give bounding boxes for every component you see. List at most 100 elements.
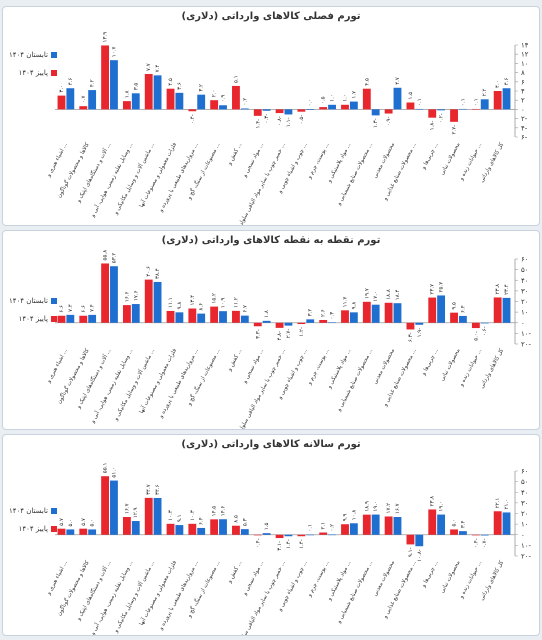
x-tick-label: کفش و ... bbox=[225, 559, 243, 585]
x-tick-label: کل کالاهای وارداتی bbox=[478, 559, 505, 602]
x-tick-label: وسایل نقلیه زمینی، هوایی، آبی و ... bbox=[89, 347, 135, 425]
bar-autumn bbox=[210, 306, 219, 323]
data-label-summer: ۱.۴- bbox=[286, 539, 292, 549]
x-tick-label: چربی‌ها و ... bbox=[420, 560, 439, 590]
x-tick-label: محصولات معدنی bbox=[372, 348, 396, 386]
data-label-summer: ۱۸.۴ bbox=[395, 290, 401, 301]
data-label-summer: ۳۸.۴ bbox=[155, 268, 161, 279]
bar-summer bbox=[328, 534, 336, 536]
data-label-summer: ۱۹.۰ bbox=[439, 501, 445, 512]
bar-autumn bbox=[188, 308, 197, 323]
legend-item-summer: تابستان ۱۴۰۴ bbox=[9, 507, 57, 515]
bar-summer bbox=[349, 101, 358, 110]
data-label-autumn: ۱.۴- bbox=[299, 539, 305, 549]
bar-summer bbox=[328, 322, 336, 324]
data-label-summer: ۲.۲ bbox=[482, 89, 488, 97]
y-tick-label: ۴ bbox=[521, 88, 525, 96]
chart-title: تورم نقطه به نقطه کالاهای وارداتی (دلاری… bbox=[161, 235, 381, 246]
bar-summer bbox=[110, 60, 118, 110]
legend-label-summer: تابستان ۱۴۰۴ bbox=[9, 507, 48, 515]
bar-summer bbox=[131, 521, 140, 535]
bar-autumn bbox=[101, 263, 110, 323]
data-label-autumn: ۱۳.۴ bbox=[190, 295, 196, 306]
data-label-summer: ۱.۳- bbox=[373, 118, 379, 128]
bar-autumn bbox=[450, 529, 458, 535]
data-label-summer: ۷.۴ bbox=[68, 304, 74, 312]
quarterly-inflation-chart: تورم فصلی کالاهای وارداتی (دلاری) تابستا… bbox=[2, 6, 540, 226]
x-tick-label: چربی‌ها و ... bbox=[420, 142, 439, 172]
bar-summer bbox=[66, 88, 75, 110]
x-tick-label: محصولات نباتی bbox=[439, 560, 461, 594]
x-tick-label: کفش و ... bbox=[225, 347, 243, 373]
x-tick-label: محصولات معدنی bbox=[372, 560, 396, 598]
data-label-summer: ۱۷.۰ bbox=[373, 291, 379, 302]
y-tick-label: ۱۰ bbox=[521, 521, 529, 529]
data-label-autumn: ۱۳.۹ bbox=[103, 32, 109, 43]
x-tick-label: فلزات معمولی و مصنوعات آنها bbox=[138, 559, 178, 627]
bar-summer bbox=[458, 315, 467, 323]
bar-autumn bbox=[362, 301, 371, 323]
x-tick-label: ماشین آلات و وسایل مکانیکی و ... bbox=[112, 141, 157, 216]
legend-label-autumn: پاییز ۱۴۰۴ bbox=[18, 315, 48, 323]
data-label-autumn: ۵.۷ bbox=[59, 518, 65, 526]
data-label-autumn: ۴.۰ bbox=[495, 80, 501, 88]
data-label-autumn: ۱۹.۷ bbox=[364, 288, 370, 299]
x-tick-label: حیوانات زنده و ... bbox=[458, 560, 483, 601]
legend-item-summer: تابستان ۱۴۰۴ bbox=[9, 297, 57, 305]
x-tick-label: فلزات معمولی و مصنوعات آنها bbox=[138, 141, 178, 209]
data-label-autumn: ۰.۵- bbox=[299, 115, 305, 125]
bar-autumn bbox=[319, 319, 328, 323]
bar-summer bbox=[131, 93, 140, 110]
legend-swatch-summer bbox=[50, 52, 57, 58]
point-to-point-inflation-chart: تورم نقطه به نقطه کالاهای وارداتی (دلاری… bbox=[2, 230, 540, 430]
data-label-summer: ۰.۱ bbox=[417, 98, 423, 106]
bar-autumn bbox=[232, 310, 240, 323]
data-label-autumn: ۰.۴- bbox=[255, 538, 261, 548]
data-label-autumn: ۰.۴- bbox=[473, 538, 479, 548]
bar-autumn bbox=[210, 519, 219, 535]
x-tick-label: مواد نسجی و ... bbox=[242, 142, 266, 180]
data-label-autumn: ۹.۹ bbox=[343, 514, 349, 522]
data-label-autumn: ۱۸.۹ bbox=[364, 501, 370, 512]
y-tick-label: ۲۰ bbox=[521, 298, 529, 306]
legend-swatch-autumn bbox=[50, 316, 57, 322]
bar-autumn bbox=[57, 95, 66, 110]
bar-summer bbox=[502, 512, 511, 535]
bar-summer bbox=[306, 319, 315, 323]
data-label-summer: ۰.۳- bbox=[264, 114, 270, 124]
y-tick-label: ۲۰ bbox=[521, 510, 529, 518]
data-label-summer: ۰.۰ bbox=[308, 99, 314, 107]
y-tick-label: ۶۰ bbox=[521, 468, 529, 476]
bar-summer bbox=[502, 297, 511, 323]
data-label-summer: ۰.۲- bbox=[439, 113, 445, 123]
data-label-autumn: ۰.۱ bbox=[473, 98, 479, 106]
x-tick-label: خمیر چوب یا سایر مواد الیافی سلولزی و ..… bbox=[233, 142, 287, 226]
bar-summer bbox=[240, 108, 249, 110]
data-label-autumn: ۲.۷- bbox=[452, 125, 458, 135]
bar-autumn bbox=[297, 322, 306, 325]
y-tick-label: ۲ bbox=[521, 97, 525, 105]
x-tick-label: کل کالاهای وارداتی bbox=[478, 347, 505, 390]
bar-summer bbox=[175, 92, 184, 110]
bar-autumn bbox=[406, 322, 415, 330]
chart-legend: تابستان ۱۴۰۴ پاییز ۱۴۰۴ bbox=[9, 51, 57, 87]
y-tick-label: ۰ bbox=[521, 106, 525, 114]
data-label-autumn: ۳.۱- bbox=[277, 541, 283, 551]
bar-summer bbox=[153, 75, 162, 110]
data-label-autumn: ۰.۷ bbox=[81, 95, 87, 103]
data-label-autumn: ۶.۳- bbox=[408, 332, 414, 342]
bar-autumn bbox=[101, 45, 110, 110]
data-label-autumn: ۱۷.۲ bbox=[386, 503, 392, 514]
bar-summer bbox=[480, 322, 489, 324]
data-label-autumn: ۱۰.۳ bbox=[168, 510, 174, 521]
data-label-summer: ۱۶.۷ bbox=[395, 503, 401, 514]
bar-autumn bbox=[428, 297, 437, 323]
bar-summer bbox=[371, 304, 380, 323]
data-label-autumn: ۲.۰ bbox=[212, 90, 218, 98]
bar-summer bbox=[415, 108, 424, 110]
x-tick-label: وسایل نقلیه زمینی، هوایی، آبی و ... bbox=[89, 141, 135, 219]
y-tick-label: ۴۰ bbox=[521, 277, 529, 285]
bar-summer bbox=[393, 517, 402, 535]
bar-autumn bbox=[384, 516, 393, 535]
